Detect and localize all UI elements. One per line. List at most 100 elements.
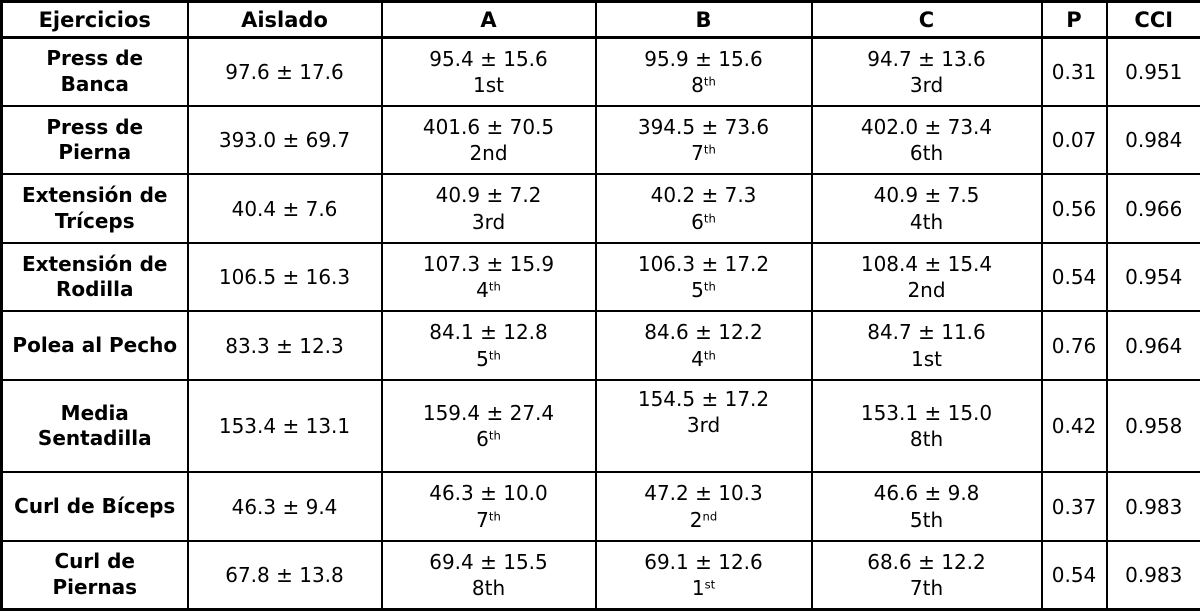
aislado-value-cell: 40.4 ± 7.6	[186, 173, 383, 244]
cci-value-cell: 0.958	[1105, 378, 1200, 474]
condition-a-cell: 159.4 ± 27.4 6th	[380, 378, 597, 474]
ordinal-suffix: th	[703, 348, 716, 363]
ordinal-suffix: th	[703, 211, 716, 226]
condition-c-cell: 108.4 ± 15.4 2nd	[810, 241, 1043, 313]
condition-a-cell: 40.9 ± 7.2 3rd	[380, 173, 597, 244]
rank-number: 4	[476, 278, 489, 303]
rank-label: 5th	[598, 277, 810, 303]
condition-a-cell: 84.1 ± 12.8 5th	[380, 310, 597, 381]
column-header-p: P	[1040, 0, 1108, 39]
rank-label: 5th	[814, 507, 1040, 533]
condition-b-cell: 394.5 ± 73.6 7th	[594, 104, 813, 176]
rank-number: 3rd	[909, 72, 944, 97]
rank-label: 2nd	[814, 277, 1040, 303]
cci-value-cell: 0.983	[1105, 539, 1200, 611]
column-header-ejercicios: Ejercicios	[0, 0, 189, 39]
aislado-value-cell: 97.6 ± 17.6	[186, 36, 383, 107]
rank-label: 5th	[384, 346, 594, 372]
rank-number: 6	[476, 427, 489, 452]
condition-a-cell: 46.3 ± 10.0 7th	[380, 471, 597, 542]
p-value-cell: 0.54	[1040, 241, 1108, 313]
mean-sd-value: 394.5 ± 73.6	[637, 114, 770, 139]
p-value-cell: 0.54	[1040, 539, 1108, 611]
exercise-name: Curl de Piernas	[0, 539, 189, 611]
condition-c-cell: 46.6 ± 9.8 5th	[810, 471, 1043, 542]
rank-label: 8th	[598, 72, 810, 98]
rank-number: 3rd	[686, 413, 721, 438]
table-row: Extensión de Tríceps 40.4 ± 7.6 40.9 ± 7…	[0, 173, 1200, 244]
rank-label: 3rd	[814, 72, 1040, 98]
rank-number: 7	[691, 141, 704, 166]
exercise-name: Curl de Bíceps	[0, 471, 189, 542]
rank-label: 1st	[598, 575, 810, 601]
exercise-name: Press de Pierna	[0, 104, 189, 176]
rank-label: 2nd	[598, 507, 810, 533]
condition-c-cell: 94.7 ± 13.6 3rd	[810, 36, 1043, 107]
condition-c-cell: 153.1 ± 15.0 8th	[810, 378, 1043, 474]
rank-number: 2nd	[469, 141, 508, 166]
condition-b-cell: 40.2 ± 7.3 6th	[594, 173, 813, 244]
rank-label: 4th	[384, 277, 594, 303]
rank-label: 6th	[384, 426, 594, 452]
ordinal-suffix: st	[704, 577, 716, 592]
header-row: Ejercicios Aislado A B C P CCI	[0, 0, 1200, 39]
rank-number: 4	[691, 346, 704, 371]
condition-c-cell: 40.9 ± 7.5 4th	[810, 173, 1043, 244]
rank-number: 1st	[473, 72, 504, 97]
mean-sd-value: 46.3 ± 10.0	[429, 481, 548, 506]
column-header-c: C	[810, 0, 1043, 39]
p-value-cell: 0.56	[1040, 173, 1108, 244]
rank-label: 4th	[598, 346, 810, 372]
mean-sd-value: 401.6 ± 70.5	[422, 114, 555, 139]
rank-number: 5	[476, 346, 489, 371]
rank-label: 1st	[384, 72, 594, 98]
rank-number: 1st	[911, 346, 942, 371]
rank-label: 4th	[814, 209, 1040, 235]
rank-number: 1	[691, 575, 705, 600]
table-row: Media Sentadilla 153.4 ± 13.1 159.4 ± 27…	[0, 378, 1200, 474]
rank-label: 8th	[384, 575, 594, 601]
cci-value-cell: 0.964	[1105, 310, 1200, 381]
ordinal-suffix: nd	[702, 509, 718, 524]
condition-b-cell: 106.3 ± 17.2 5th	[594, 241, 813, 313]
mean-sd-value: 94.7 ± 13.6	[867, 46, 986, 71]
condition-b-cell: 69.1 ± 12.6 1st	[594, 539, 813, 611]
table-row: Extensión de Rodilla 106.5 ± 16.3 107.3 …	[0, 241, 1200, 313]
condition-b-cell: 154.5 ± 17.2 3rd	[594, 378, 813, 474]
column-header-cci: CCI	[1105, 0, 1200, 39]
table-row: Polea al Pecho 83.3 ± 12.3 84.1 ± 12.8 5…	[0, 310, 1200, 381]
rank-number: 4th	[909, 209, 944, 234]
rank-label: 6th	[598, 209, 810, 235]
exercise-name: Polea al Pecho	[0, 310, 189, 381]
rank-number: 3rd	[471, 209, 506, 234]
exercise-name: Media Sentadilla	[0, 378, 189, 474]
mean-sd-value: 84.7 ± 11.6	[867, 320, 986, 345]
condition-c-cell: 84.7 ± 11.6 1st	[810, 310, 1043, 381]
rank-number: 2	[689, 507, 703, 532]
mean-sd-value: 69.4 ± 15.5	[429, 549, 548, 574]
condition-a-cell: 401.6 ± 70.5 2nd	[380, 104, 597, 176]
mean-sd-value: 40.9 ± 7.5	[873, 183, 980, 208]
mean-sd-value: 84.1 ± 12.8	[429, 320, 548, 345]
mean-sd-value: 68.6 ± 12.2	[867, 549, 986, 574]
mean-sd-value: 47.2 ± 10.3	[644, 481, 763, 506]
mean-sd-value: 402.0 ± 73.4	[860, 114, 993, 139]
condition-a-cell: 69.4 ± 15.5 8th	[380, 539, 597, 611]
mean-sd-value: 40.2 ± 7.3	[650, 183, 757, 208]
aislado-value-cell: 67.8 ± 13.8	[186, 539, 383, 611]
table-row: Press de Pierna 393.0 ± 69.7 401.6 ± 70.…	[0, 104, 1200, 176]
cci-value-cell: 0.954	[1105, 241, 1200, 313]
cci-value-cell: 0.984	[1105, 104, 1200, 176]
mean-sd-value: 159.4 ± 27.4	[422, 400, 555, 425]
column-header-aislado: Aislado	[186, 0, 383, 39]
rank-number: 6th	[909, 141, 944, 166]
ordinal-suffix: th	[488, 348, 501, 363]
exercise-name: Extensión de Tríceps	[0, 173, 189, 244]
condition-a-cell: 107.3 ± 15.9 4th	[380, 241, 597, 313]
rank-label: 6th	[814, 140, 1040, 166]
condition-b-cell: 84.6 ± 12.2 4th	[594, 310, 813, 381]
aislado-value-cell: 83.3 ± 12.3	[186, 310, 383, 381]
condition-c-cell: 402.0 ± 73.4 6th	[810, 104, 1043, 176]
p-value-cell: 0.07	[1040, 104, 1108, 176]
rank-label: 3rd	[598, 412, 810, 438]
